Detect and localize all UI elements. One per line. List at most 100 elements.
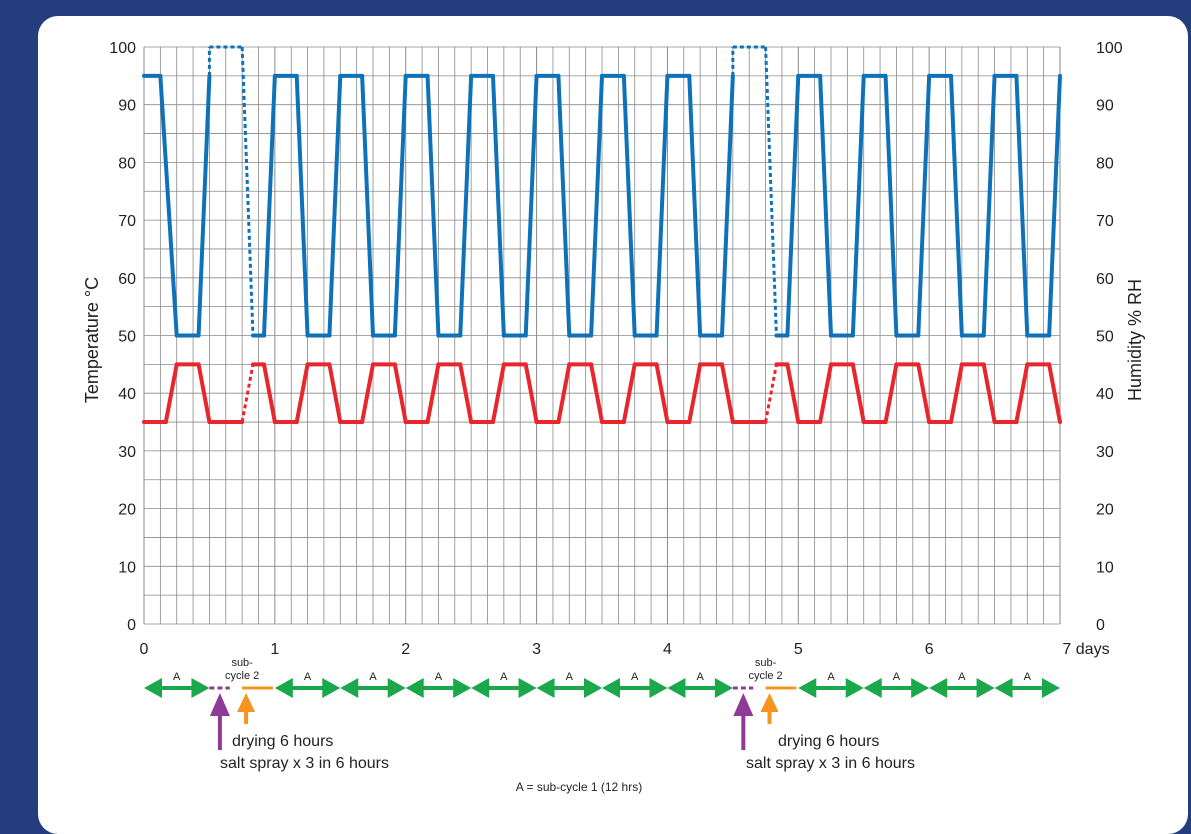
drying-arrow-head bbox=[760, 693, 779, 712]
chart-card bbox=[38, 16, 1188, 834]
temperature-line-segment bbox=[1014, 362, 1030, 425]
humidity-line-segment bbox=[392, 73, 408, 338]
axis-ticks: 0 1 2 3 4 5 6 7 days 0 10 20 30 40 50 60 70 80 90 100 0 10 20… bbox=[109, 40, 1123, 658]
y-left-tick-label: 50 bbox=[118, 329, 136, 346]
y-right-tick-label: 80 bbox=[1096, 155, 1114, 172]
temperature-line-segment bbox=[360, 362, 375, 425]
temperature-line-segment bbox=[916, 362, 932, 425]
drying-arrow-head bbox=[237, 693, 256, 712]
salt-spray-annotation: salt spray x 3 in 6 hours bbox=[220, 755, 389, 772]
a-arrow-label: A bbox=[500, 671, 508, 683]
a-arrow-head-left bbox=[405, 678, 424, 698]
a-arrow-label: A bbox=[369, 671, 377, 683]
humidity-line-segment bbox=[240, 46, 255, 336]
a-arrow-head-left bbox=[144, 678, 162, 698]
a-arrow-head-left bbox=[274, 678, 293, 698]
a-arrow-head-right bbox=[976, 678, 995, 698]
y-left-tick-label: 30 bbox=[118, 444, 136, 461]
temperature-line-segment bbox=[764, 364, 778, 423]
temperature-line-segment bbox=[261, 362, 277, 425]
y-left-tick-label: 90 bbox=[118, 98, 136, 115]
humidity-line-segment bbox=[158, 73, 179, 338]
temperature-line-segment bbox=[621, 362, 637, 425]
temperature-line-segment bbox=[850, 362, 866, 425]
subcycle2-label: sub- bbox=[231, 657, 253, 669]
salt-spray-annotation-2: salt spray x 3 in 6 hours bbox=[746, 755, 915, 772]
humidity-line-segment bbox=[719, 73, 735, 338]
y-right-tick-label: 20 bbox=[1096, 502, 1114, 519]
a-arrow-label: A bbox=[958, 671, 966, 683]
y-left-tick-label: 20 bbox=[118, 502, 136, 519]
footnote: A = sub-cycle 1 (12 hrs) bbox=[516, 780, 642, 794]
y-right-tick-label: 30 bbox=[1096, 444, 1114, 461]
a-arrow-head-right bbox=[714, 678, 733, 698]
humidity-line-segment bbox=[1047, 73, 1062, 338]
temperature-line-segment bbox=[556, 362, 572, 425]
a-arrow-label: A bbox=[893, 671, 901, 683]
humidity-line-segment bbox=[458, 73, 474, 338]
humidity-line-segment bbox=[1014, 73, 1030, 338]
y-left-tick-label: 0 bbox=[127, 617, 136, 634]
salt-spray-arrow-head bbox=[209, 693, 230, 716]
y-right-tick-label: 90 bbox=[1096, 98, 1114, 115]
humidity-line-segment bbox=[294, 73, 310, 338]
humidity-line-segment bbox=[916, 73, 932, 338]
temperature-line-segment bbox=[687, 362, 703, 425]
a-arrow-head-right bbox=[845, 678, 864, 698]
humidity-line-segment bbox=[523, 73, 539, 338]
humidity-line-segment bbox=[687, 73, 703, 338]
a-arrow-head-left bbox=[667, 678, 686, 698]
humidity-line-segment bbox=[621, 73, 637, 338]
a-arrow-label: A bbox=[173, 671, 181, 683]
humidity-line-segment bbox=[981, 73, 997, 338]
a-arrow-head-left bbox=[471, 678, 490, 698]
humidity-line-segment bbox=[490, 73, 506, 338]
a-arrow-head-right bbox=[453, 678, 472, 698]
temperature-line-segment bbox=[1047, 362, 1062, 425]
y-right-tick-label: 50 bbox=[1096, 329, 1114, 346]
humidity-line-segment bbox=[850, 73, 866, 338]
temperature-line-segment bbox=[948, 362, 964, 425]
temperature-line-segment bbox=[392, 362, 408, 425]
a-arrow-head-left bbox=[994, 678, 1013, 698]
a-arrow-head-left bbox=[798, 678, 817, 698]
x-tick-label: 7 days bbox=[1062, 641, 1109, 658]
temperature-line-segment bbox=[589, 362, 604, 425]
a-arrow-head-right bbox=[1042, 678, 1060, 698]
temperature-line-segment bbox=[458, 362, 474, 425]
a-arrow-head-right bbox=[911, 678, 930, 698]
temperature-line-segment bbox=[240, 364, 255, 423]
y-left-tick-label: 10 bbox=[118, 559, 136, 576]
x-tick-label: 0 bbox=[140, 641, 149, 658]
a-arrow-head-right bbox=[584, 678, 602, 698]
a-arrow-head-right bbox=[191, 678, 210, 698]
humidity-line-segment bbox=[360, 73, 375, 338]
temperature-line-segment bbox=[719, 362, 735, 425]
x-tick-label: 6 bbox=[925, 641, 934, 658]
y-axis-label-humidity: Humidity % RH bbox=[1125, 279, 1145, 401]
humidity-line-segment bbox=[589, 73, 604, 338]
a-arrow-head-right bbox=[649, 678, 668, 698]
y-right-tick-label: 40 bbox=[1096, 386, 1114, 403]
a-arrow-label: A bbox=[696, 671, 704, 683]
a-arrow-head-left bbox=[863, 678, 882, 698]
y-axis-label-temperature: Temperature °C bbox=[82, 277, 102, 403]
subcycle2-label: cycle 2 bbox=[225, 670, 259, 682]
a-arrow-label: A bbox=[827, 671, 835, 683]
y-right-tick-label: 60 bbox=[1096, 271, 1114, 288]
humidity-line-segment bbox=[654, 73, 670, 338]
y-right-tick-label: 10 bbox=[1096, 559, 1114, 576]
humidity-line-segment bbox=[785, 73, 801, 338]
y-left-tick-label: 60 bbox=[118, 271, 136, 288]
a-arrow-label: A bbox=[631, 671, 639, 683]
y-left-tick-label: 100 bbox=[109, 40, 136, 57]
y-left-tick-label: 80 bbox=[118, 155, 136, 172]
temperature-line-segment bbox=[785, 362, 801, 425]
humidity-line-segment bbox=[764, 46, 778, 336]
series bbox=[142, 45, 1062, 425]
a-arrow-head-left bbox=[340, 678, 359, 698]
a-arrow-head-left bbox=[536, 678, 555, 698]
a-arrow-label: A bbox=[435, 671, 443, 683]
